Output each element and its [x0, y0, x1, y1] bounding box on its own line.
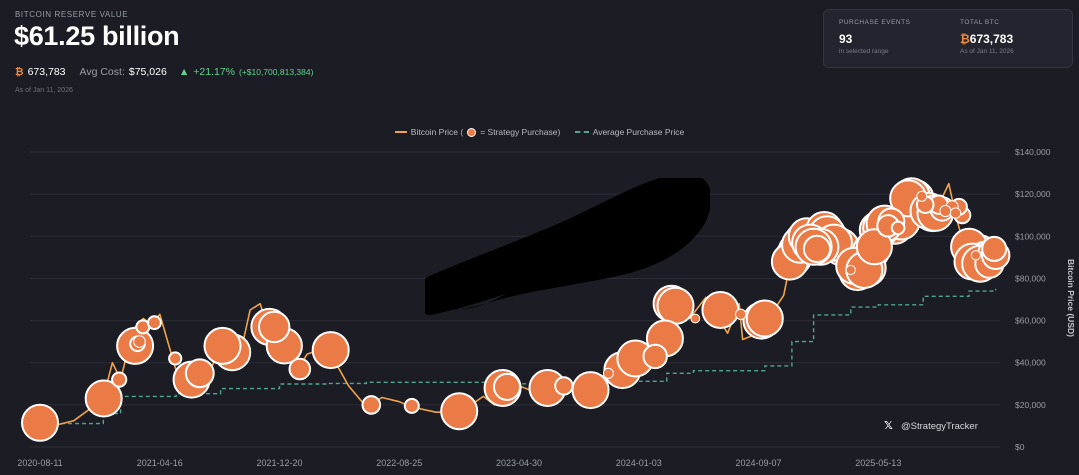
average-line-swatch	[574, 131, 589, 133]
btc-symbol-icon: ₿	[15, 66, 24, 78]
legend-item-price[interactable]: Bitcoin Price ( = Strategy Purchase)	[394, 127, 561, 137]
y-tick-label: $20,000	[1015, 400, 1046, 410]
btc-symbol-icon: ₿	[960, 32, 970, 46]
purchase-bubble[interactable]	[288, 357, 312, 381]
purchase-bubble[interactable]	[735, 308, 747, 320]
y-tick-label: $100,000	[1015, 231, 1051, 241]
y-tick-label: $120,000	[1015, 189, 1051, 199]
total-btc-sub: As of Jan 11, 2026	[960, 48, 1014, 55]
y-tick-labels: $0 $20,000 $40,000 $60,000 $80,000 $100,000 $1…	[1015, 147, 1051, 452]
purchase-bubble[interactable]	[21, 403, 59, 442]
watermark-handle: @StrategyTracker	[901, 421, 978, 432]
y-tick-label: $80,000	[1015, 273, 1046, 283]
x-tick-label: 2023-04-30	[496, 458, 542, 468]
purchase-bubble[interactable]	[133, 335, 146, 348]
purchase-bubble[interactable]	[168, 351, 183, 366]
purchase-bubble[interactable]	[939, 204, 952, 218]
legend-price-label: Bitcoin Price (	[410, 127, 464, 137]
purchase-bubble[interactable]	[981, 235, 1008, 262]
reserve-label: BITCOIN RESERVE VALUE	[15, 10, 129, 19]
btc-amount: 673,783	[27, 66, 66, 78]
purchase-dot-icon	[467, 127, 477, 137]
avg-cost-label: Avg Cost:	[79, 66, 125, 78]
purchase-bubble[interactable]	[916, 190, 928, 202]
x-logo-icon: 𝕏	[884, 419, 893, 432]
purchase-bubble[interactable]	[554, 376, 574, 396]
x-tick-label: 2022-08-25	[376, 458, 422, 468]
avg-cost-value: $75,026	[128, 66, 167, 78]
total-btc-label: TOTAL BTC	[960, 19, 1000, 26]
legend-average-label: Average Purchase Price	[592, 127, 685, 137]
purchase-bubble[interactable]	[111, 371, 128, 388]
purchase-bubble[interactable]	[656, 286, 695, 325]
total-btc-value: 673,783	[969, 32, 1014, 46]
purchase-bubble[interactable]	[949, 207, 962, 219]
y-tick-label: $60,000	[1015, 316, 1046, 326]
purchase-bubble[interactable]	[745, 299, 784, 338]
purchase-bubble[interactable]	[440, 392, 479, 431]
y-tick-label: $40,000	[1015, 358, 1046, 368]
purchase-bubble[interactable]	[493, 372, 521, 401]
purchase-events-sub: in selected range	[839, 48, 889, 55]
y-tick-label: $140,000	[1015, 147, 1051, 157]
x-tick-label: 2021-04-16	[137, 458, 183, 468]
average-purchase-line	[40, 288, 997, 425]
purchase-bubble[interactable]	[642, 343, 668, 370]
summary-card: PURCHASE EVENTS 93 in selected range TOT…	[823, 9, 1073, 68]
purchase-bubble[interactable]	[258, 310, 291, 344]
purchase-bubbles	[21, 177, 1011, 442]
purchase-bubble[interactable]	[890, 220, 906, 236]
purchase-bubble[interactable]	[845, 264, 856, 276]
purchase-bubble[interactable]	[361, 395, 382, 415]
y-axis-label: Bitcoin Price (USD)	[1066, 259, 1076, 337]
x-tick-label: 2024-01-03	[616, 458, 662, 468]
x-tick-label: 2025-05-13	[855, 458, 901, 468]
y-tick-label: $0	[1015, 442, 1025, 452]
purchase-events-label: PURCHASE EVENTS	[839, 19, 911, 26]
stats-row: ₿ 673,783 Avg Cost: $75,026 ▲ +21.17% (+$…	[15, 66, 313, 78]
price-line-swatch	[394, 131, 407, 133]
purchase-bubble[interactable]	[602, 367, 614, 379]
as-of-date: As of Jan 11, 2026	[15, 87, 73, 94]
grid-lines	[30, 151, 1000, 448]
purchase-bubble[interactable]	[690, 313, 701, 324]
up-arrow-icon: ▲	[178, 66, 190, 78]
purchase-bubble[interactable]	[84, 379, 123, 418]
purchase-bubble[interactable]	[203, 326, 242, 365]
purchase-bubble[interactable]	[311, 331, 350, 370]
purchase-bubble[interactable]	[403, 397, 420, 414]
change-percent: +21.17%	[193, 66, 235, 78]
x-tick-label: 2021-12-20	[256, 458, 302, 468]
purchase-bubble[interactable]	[802, 234, 832, 263]
purchase-bubble[interactable]	[855, 228, 893, 266]
reserve-value: $61.25 billion	[14, 21, 180, 51]
purchase-bubble[interactable]	[701, 291, 740, 329]
purchase-bubble[interactable]	[147, 315, 162, 331]
chart-legend: Bitcoin Price ( = Strategy Purchase) Ave…	[0, 125, 1079, 137]
x-tick-label: 2020-08-11	[17, 458, 62, 468]
total-btc-stat: TOTAL BTC ₿673,783 As of Jan 11, 2026	[960, 19, 1014, 55]
legend-price-label-end: = Strategy Purchase)	[480, 127, 561, 137]
x-tick-labels: 2020-08-11 2021-04-16 2021-12-20 2022-08-25…	[17, 458, 901, 468]
purchase-bubble[interactable]	[970, 250, 982, 261]
purchase-bubble[interactable]	[184, 358, 215, 389]
legend-item-average[interactable]: Average Purchase Price	[574, 127, 685, 137]
x-tick-label: 2024-09-07	[736, 458, 782, 468]
watermark[interactable]: 𝕏 @StrategyTracker	[884, 419, 978, 432]
total-btc-value-wrap: ₿673,783	[960, 32, 1014, 46]
purchase-bubble[interactable]	[571, 371, 610, 410]
change-absolute: (+$10,700,813,384)	[238, 67, 314, 77]
purchase-events-stat: PURCHASE EVENTS 93 in selected range	[839, 19, 910, 55]
purchase-events-value: 93	[839, 32, 853, 46]
